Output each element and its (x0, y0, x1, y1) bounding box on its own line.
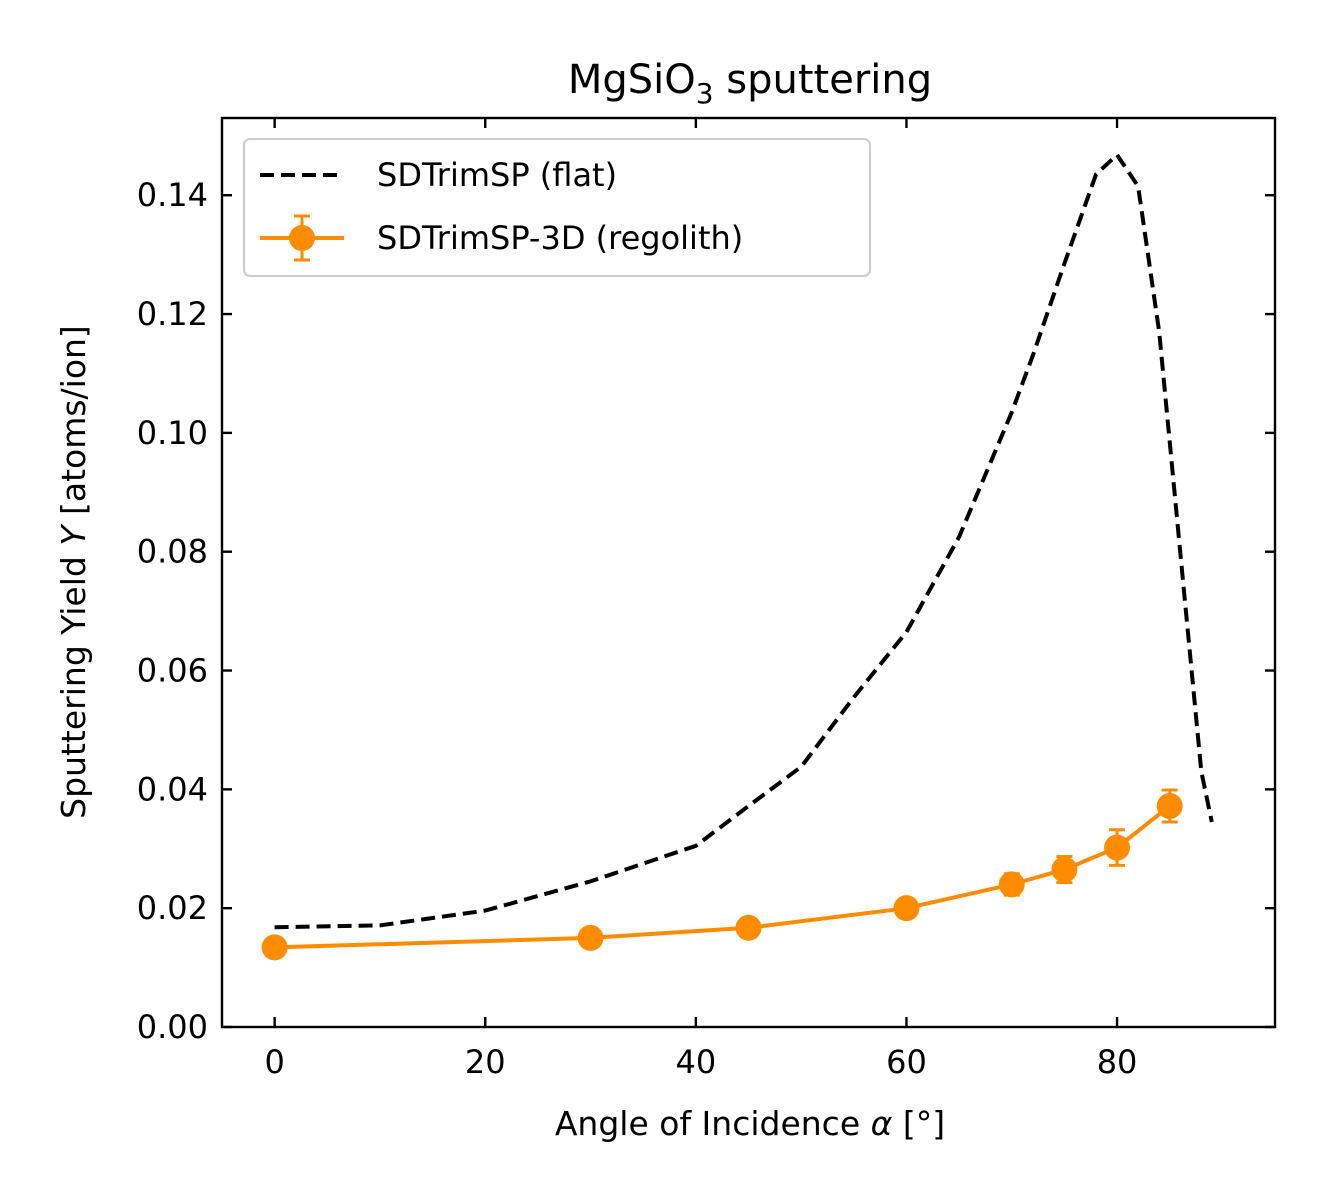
y-axis-label-unit: [atoms/ion] (54, 325, 93, 525)
marker-regolith-1 (577, 924, 604, 951)
chart-title-subscript: 3 (696, 77, 714, 110)
legend-label-flat: SDTrimSP (flat) (377, 156, 617, 194)
legend-label-regolith: SDTrimSP-3D (regolith) (377, 219, 743, 257)
plot-data-layer (261, 151, 1214, 961)
series-line-flat (274, 151, 1214, 930)
x-tick-label-1: 20 (465, 1043, 506, 1081)
y-axis-label-symbol: Y (54, 523, 93, 546)
y-tick-label-4: 0.08 (137, 533, 208, 571)
x-axis-label: Angle of Incidence α [°] (555, 1104, 945, 1143)
legend-marker-regolith (289, 225, 315, 251)
axis-ticks: 0 20 40 60 80 0.00 0.02 0.04 0.06 0.08 0.10 0.12 0.1… (137, 118, 1275, 1081)
x-tick-label-2: 40 (675, 1043, 716, 1081)
x-axis-label-text: Angle of Incidence (555, 1104, 871, 1143)
legend: SDTrimSP (flat) SDTrimSP-3D (regolith) (243, 138, 871, 277)
marker-regolith-2 (735, 914, 762, 941)
y-axis-label-text: Sputtering Yield (54, 546, 93, 819)
marker-regolith-4 (998, 871, 1025, 898)
y-tick-label-2: 0.04 (137, 770, 208, 808)
x-axis-label-unit: [°] (892, 1104, 945, 1143)
chart-title-main: MgSiO (568, 57, 696, 103)
y-tick-label-1: 0.02 (137, 889, 208, 927)
plot-area-frame (220, 116, 1277, 1029)
marker-regolith-7 (1156, 792, 1183, 819)
marker-regolith-5 (1051, 856, 1078, 883)
x-tick-label-0: 0 (264, 1043, 284, 1081)
marker-regolith-3 (893, 895, 920, 922)
x-tick-label-4: 80 (1097, 1043, 1138, 1081)
y-axis-label: Sputtering Yield Y [atoms/ion] (54, 325, 93, 819)
marker-regolith-6 (1104, 834, 1131, 861)
y-tick-label-6: 0.12 (137, 295, 208, 333)
x-axis-label-symbol: α (871, 1104, 893, 1143)
legend-box (243, 138, 871, 277)
y-tick-label-3: 0.06 (137, 652, 208, 690)
y-tick-label-0: 0.00 (137, 1008, 208, 1046)
x-tick-label-3: 60 (886, 1043, 927, 1081)
chart-title-rest: sputtering (714, 57, 933, 103)
chart-title: MgSiO3 sputtering (568, 57, 932, 110)
y-tick-label-7: 0.14 (137, 176, 208, 214)
y-tick-label-5: 0.10 (137, 414, 208, 452)
marker-regolith-0 (261, 934, 288, 961)
